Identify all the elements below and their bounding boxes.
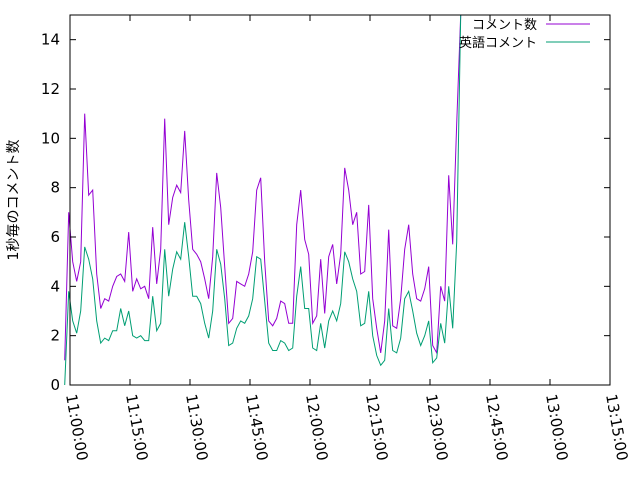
- y-tick-label: 10: [41, 129, 60, 147]
- plot-border: [69, 14, 611, 386]
- y-tick-label: 8: [50, 179, 60, 197]
- series-line-1: [64, 14, 462, 361]
- series-line-2: [64, 14, 462, 386]
- x-tick-label: 12:15:00: [362, 393, 391, 462]
- y-axis-label-group: 1秒毎のコメント数: [6, 140, 22, 261]
- y-tick-label: 2: [50, 327, 60, 345]
- x-tick-label: 13:00:00: [542, 393, 571, 462]
- y-tick-label: 14: [41, 31, 60, 49]
- legend-label-1: コメント数: [472, 18, 537, 33]
- y-tick-label: 6: [50, 228, 60, 246]
- y-tick-label: 12: [41, 80, 60, 98]
- x-tick-label: 12:00:00: [302, 393, 331, 462]
- x-tick-label: 13:15:00: [602, 393, 631, 462]
- legend-label-2: 英語コメント: [459, 35, 537, 51]
- y-axis-label: 1秒毎のコメント数: [6, 140, 22, 261]
- x-tick-label: 11:00:00: [62, 393, 91, 462]
- y-tick-label: 4: [50, 277, 60, 295]
- plot-area: [64, 14, 462, 386]
- x-tick-label: 11:30:00: [182, 393, 211, 462]
- x-tick-label: 11:45:00: [242, 393, 271, 462]
- x-tick-label: 11:15:00: [122, 393, 151, 462]
- x-tick-label: 12:30:00: [422, 393, 451, 462]
- y-tick-label: 0: [50, 376, 60, 394]
- x-tick-label: 12:45:00: [482, 393, 511, 462]
